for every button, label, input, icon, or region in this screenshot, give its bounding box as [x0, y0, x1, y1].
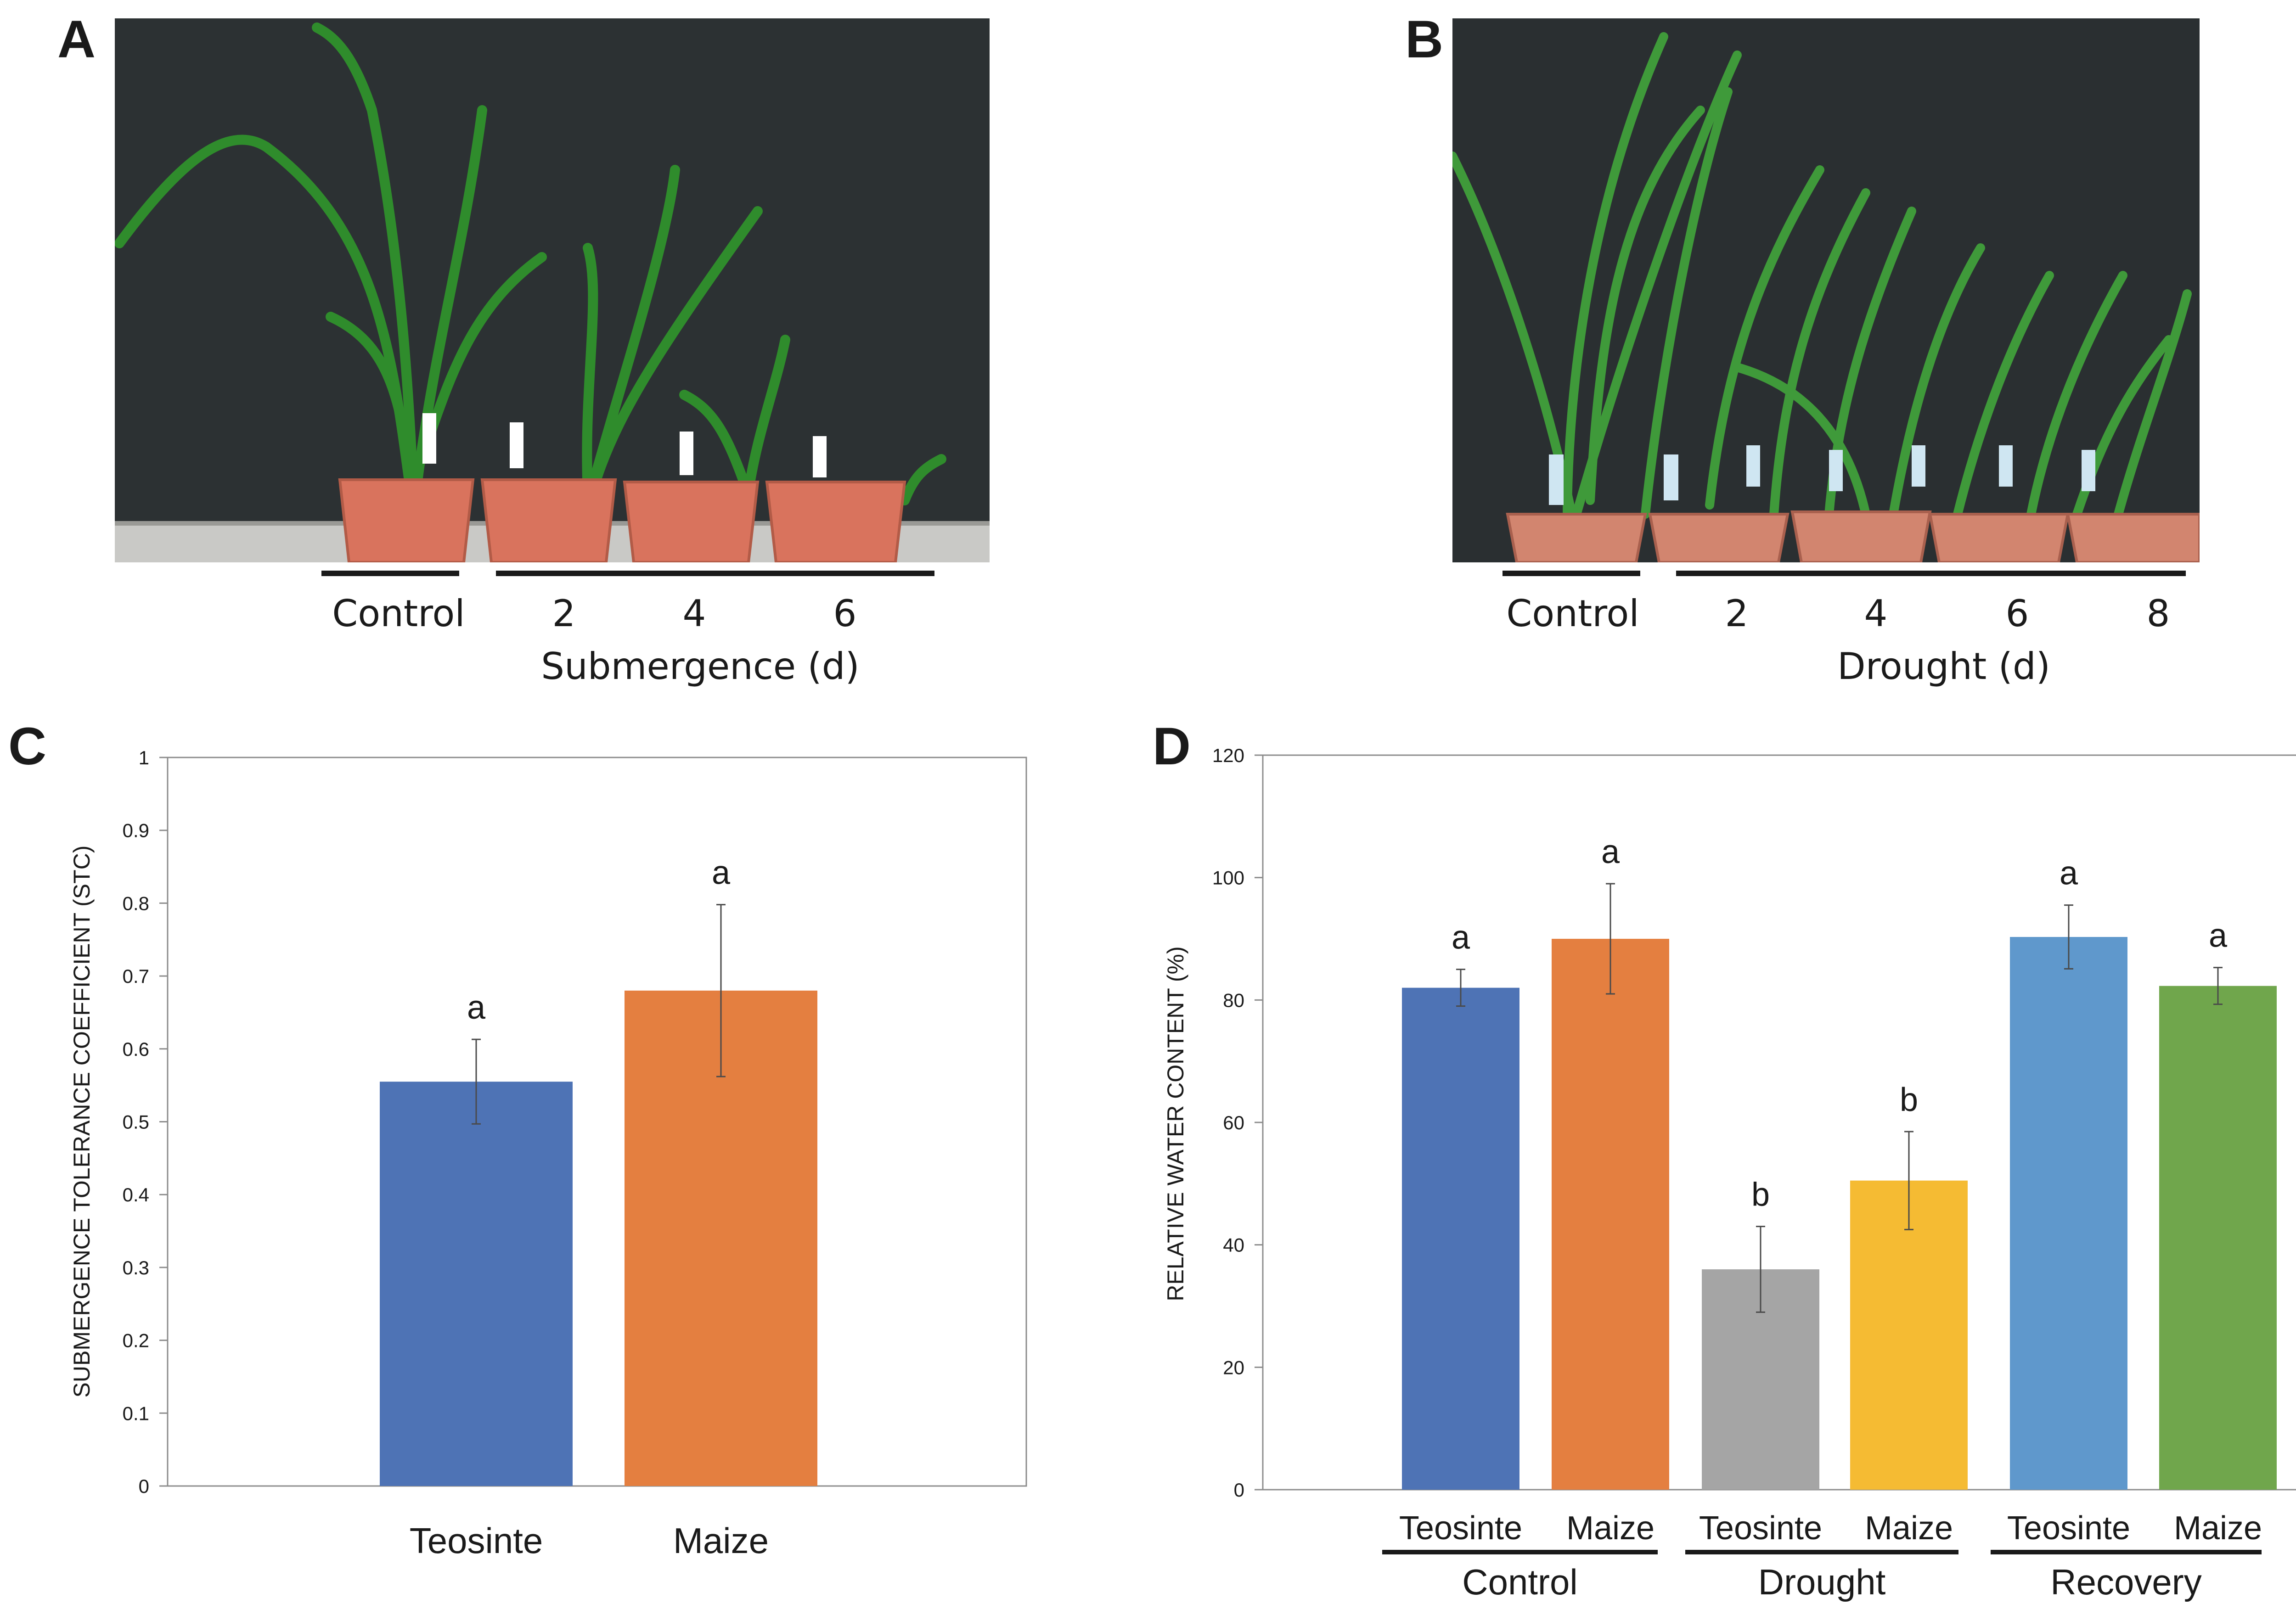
group-bracket [1685, 1550, 1958, 1554]
y-tick-label: 40 [1223, 1234, 1244, 1256]
y-tick-label: 0.2 [123, 1330, 149, 1351]
significance-letter: a [2209, 918, 2228, 954]
category-label: Maize [1566, 1510, 1654, 1547]
control-bracket-a [321, 571, 459, 576]
y-tick-label: 0 [139, 1475, 149, 1497]
bar-teosinte [380, 1082, 573, 1486]
y-tick-label: 0.3 [123, 1257, 149, 1279]
y-tick-label: 0.8 [123, 892, 149, 914]
submergence-bracket [496, 571, 934, 576]
y-tick-label: 60 [1223, 1112, 1244, 1133]
category-label: Teosinte [1399, 1510, 1522, 1547]
bar-teosinte [1402, 987, 1519, 1490]
category-label: Teosinte [2007, 1510, 2130, 1547]
bar-teosinte [2010, 937, 2127, 1490]
label-day-4-b: 4 [1864, 592, 1888, 635]
category-label: Teosinte [1699, 1510, 1822, 1547]
y-tick-label: 0.4 [123, 1184, 149, 1206]
label-day-6-a: 6 [833, 592, 857, 635]
drought-axis-title: Drought (d) [1837, 645, 2050, 688]
significance-letter: a [712, 855, 731, 892]
y-tick-label: 0.1 [123, 1402, 149, 1424]
category-label: Maize [1865, 1510, 1953, 1547]
label-day-4-a: 4 [682, 592, 706, 635]
y-tick-label: 0.9 [123, 820, 149, 841]
label-day-2-b: 2 [1725, 592, 1749, 635]
y-tick-label: 120 [1212, 745, 1244, 766]
label-day-2-a: 2 [552, 592, 576, 635]
drought-bracket [1676, 571, 2186, 576]
category-label: Maize [673, 1520, 769, 1561]
panel-label-b: B [1405, 10, 1444, 69]
label-day-6-b: 6 [2005, 592, 2029, 635]
group-bracket [1382, 1550, 1658, 1554]
y-tick-label: 0 [1234, 1479, 1244, 1501]
bar-maize [2159, 986, 2277, 1490]
plot-frame-c [167, 757, 1027, 1487]
significance-letter: b [1900, 1082, 1918, 1118]
control-bracket-b [1503, 571, 1640, 576]
group-label: Recovery [2050, 1562, 2201, 1602]
y-tick-label: 0.6 [123, 1038, 149, 1060]
panel-label-c: C [8, 717, 47, 776]
significance-letter: a [2060, 855, 2078, 892]
group-label: Control [1462, 1562, 1577, 1602]
submergence-axis-title: Submergence (d) [541, 645, 860, 688]
bar-maize [1850, 1180, 1968, 1490]
group-label: Drought [1758, 1562, 1886, 1602]
category-label: Maize [2174, 1510, 2262, 1547]
chart-c: 0 0.1 0.2 0.3 0.4 0.5 0.6 0.7 0.8 0.9 1 a a Teosint… [69, 747, 1027, 1561]
significance-letter: a [1601, 834, 1620, 870]
y-axis-title-c: SUBMERGENCE TOLERANCE COEFFICIENT (STC) [69, 846, 95, 1398]
bar-maize [1552, 939, 1669, 1490]
panel-label-a: A [57, 10, 96, 69]
y-tick-label: 80 [1223, 989, 1244, 1011]
y-tick-label: 0.5 [123, 1111, 149, 1133]
y-tick-label: 100 [1212, 867, 1244, 889]
drought-photo [1452, 18, 2200, 562]
significance-letter: a [1452, 920, 1470, 956]
label-control-a: Control [332, 592, 465, 635]
y-tick-label: 20 [1223, 1357, 1244, 1378]
y-axis-title-d: RELATIVE WATER CONTENT (%) [1163, 946, 1188, 1301]
submergence-photo [115, 18, 990, 562]
y-tick-label: 0.7 [123, 965, 149, 987]
y-tick-label: 1 [139, 747, 149, 768]
chart-d: 0 20 40 60 80 100 120 a a b b a a Teosinte Maize Teos… [1163, 745, 2296, 1602]
panel-label-d: D [1153, 717, 1191, 776]
label-day-8-b: 8 [2146, 592, 2170, 635]
label-control-b: Control [1506, 592, 1639, 635]
significance-letter: a [467, 989, 486, 1026]
group-bracket [1991, 1550, 2262, 1554]
category-label: Teosinte [410, 1520, 543, 1561]
significance-letter: b [1751, 1177, 1770, 1213]
